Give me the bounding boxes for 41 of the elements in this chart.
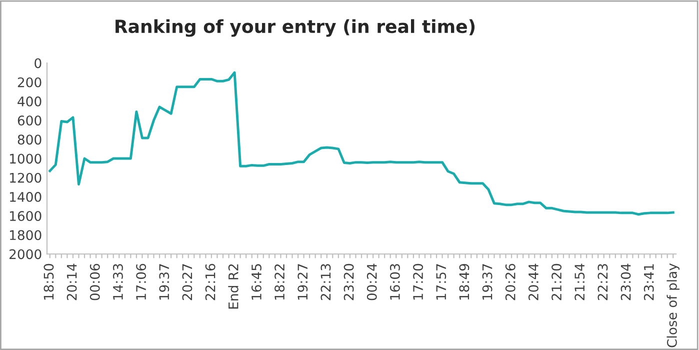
x-tick-label: 20:27 bbox=[182, 264, 192, 300]
y-tick-label: 200 bbox=[18, 77, 42, 88]
x-tick-label: 19:37 bbox=[482, 264, 492, 300]
x-tick-label: 17:06 bbox=[136, 264, 146, 300]
x-tick-label: 22:23 bbox=[598, 264, 608, 300]
x-tick-label: 00:06 bbox=[90, 264, 100, 300]
chart-title: Ranking of your entry (in real time) bbox=[116, 19, 475, 37]
x-tick-label: Close of play bbox=[666, 263, 680, 348]
x-tick-label: 23:20 bbox=[344, 264, 354, 300]
y-tick-label: 800 bbox=[18, 134, 42, 145]
x-tick-label: 23:04 bbox=[620, 264, 631, 300]
y-tick-label: 1400 bbox=[10, 192, 42, 202]
x-tick-label: 14:33 bbox=[112, 264, 123, 300]
x-tick-label: 17:20 bbox=[413, 264, 424, 300]
x-tick-label: 17:57 bbox=[436, 264, 446, 300]
x-tick-label: 23:41 bbox=[644, 264, 654, 300]
y-tick-label: 1800 bbox=[10, 230, 42, 240]
x-tick-label: 19:27 bbox=[298, 264, 308, 300]
x-tick-label: 19:37 bbox=[159, 264, 170, 300]
x-tick-label: 22:16 bbox=[205, 264, 216, 300]
x-tick-label: 20:44 bbox=[528, 264, 538, 300]
y-tick-label: 1600 bbox=[10, 211, 42, 221]
y-tick-label: 2000 bbox=[10, 249, 42, 260]
x-tick-label: 20:26 bbox=[505, 264, 516, 300]
y-tick-label: 400 bbox=[18, 96, 42, 106]
x-tick-label: 22:13 bbox=[320, 264, 331, 300]
x-tick-label: End R2 bbox=[228, 264, 238, 309]
x-tick-label: 20:14 bbox=[66, 264, 77, 300]
y-tick-label: 1000 bbox=[10, 154, 42, 164]
line-series bbox=[48, 71, 674, 216]
x-tick-label: 18:22 bbox=[274, 264, 285, 300]
x-tick-label: 18:50 bbox=[44, 264, 54, 300]
x-tick-label: 18:49 bbox=[459, 264, 470, 300]
y-tick-label: 600 bbox=[18, 116, 42, 126]
x-tick-label: 00:24 bbox=[366, 264, 377, 300]
y-tick-label: 0 bbox=[34, 58, 42, 68]
x-tick-label: 16:03 bbox=[390, 264, 400, 300]
x-tick-label: 16:45 bbox=[251, 264, 262, 300]
y-tick-label: 1200 bbox=[10, 172, 42, 183]
x-tick-label: 21:20 bbox=[552, 264, 562, 300]
x-tick-label: 21:54 bbox=[574, 264, 585, 300]
